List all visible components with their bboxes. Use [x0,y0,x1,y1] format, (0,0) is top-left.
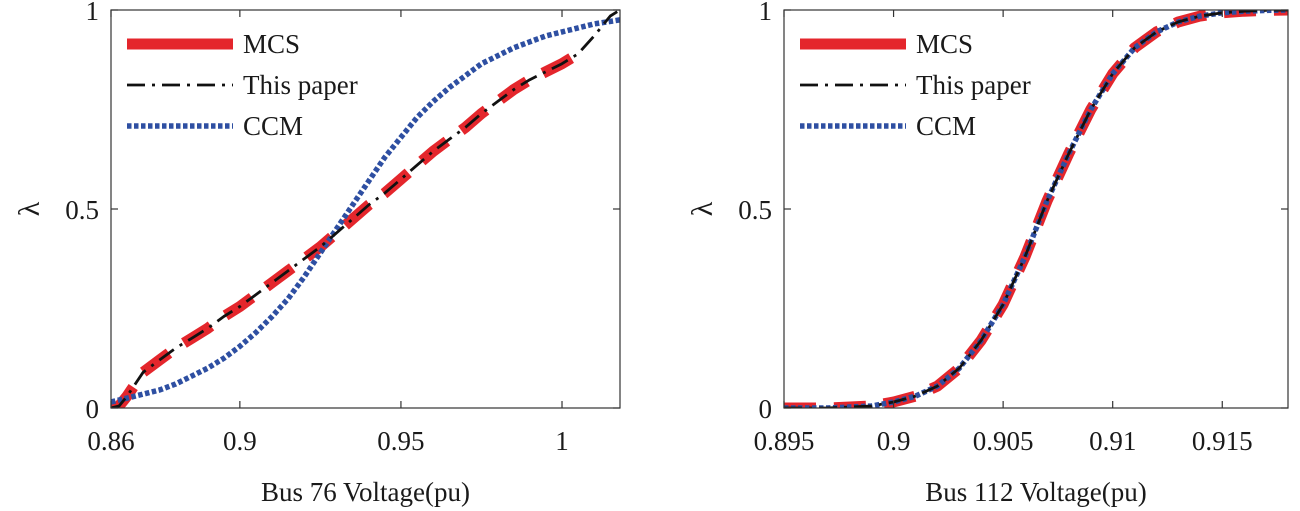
y-tick-label: 1 [86,0,100,26]
x-tick-label: 0.9 [223,426,257,456]
chart-panel-1: 0.86 0.9 0.95 1 0 0.5 1 Bus 76 Voltage(pu) λ MCS T… [13,0,621,507]
x-axis-label: Bus 76 Voltage(pu) [261,477,470,507]
y-tick-label: 0.5 [738,195,772,225]
x-tick-label: 0.95 [377,426,424,456]
legend: MCS This paper CCM [127,29,358,141]
x-tick-label: 0.86 [87,426,134,456]
legend-label: This paper [916,70,1031,100]
chart-panel-2: 0.895 0.9 0.905 0.91 0.915 0 0.5 1 Bus 112 Volta… [686,0,1289,507]
y-tick-label: 0 [759,394,773,424]
x-tick-label: 0.9 [877,426,911,456]
legend-label: MCS [243,29,300,59]
y-tick-label: 0.5 [65,195,99,225]
axes-frame [783,9,1289,409]
x-axis-label: Bus 112 Voltage(pu) [925,477,1147,507]
series-line-ccm [784,10,1288,408]
y-axis-label: λ [13,201,46,216]
y-tick-label: 0 [86,394,100,424]
series-line-ccm [111,17,620,405]
y-tick-label: 1 [759,0,773,26]
x-tick-label: 0.905 [973,426,1034,456]
series-line-this-paper [111,10,620,408]
series-line-mcs [784,10,1288,408]
legend-label: CCM [243,111,303,141]
x-tick-label: 0.895 [754,426,815,456]
y-axis-label: λ [686,201,719,216]
x-tick-label: 0.91 [1089,426,1136,456]
series-line-mcs [111,49,582,408]
x-tick-label: 0.915 [1192,426,1253,456]
legend: MCS This paper CCM [800,29,1031,141]
x-tick-label: 1 [555,426,569,456]
legend-label: This paper [243,70,358,100]
legend-label: MCS [916,29,973,59]
legend-label: CCM [916,111,976,141]
series-line-this-paper [784,10,1288,408]
